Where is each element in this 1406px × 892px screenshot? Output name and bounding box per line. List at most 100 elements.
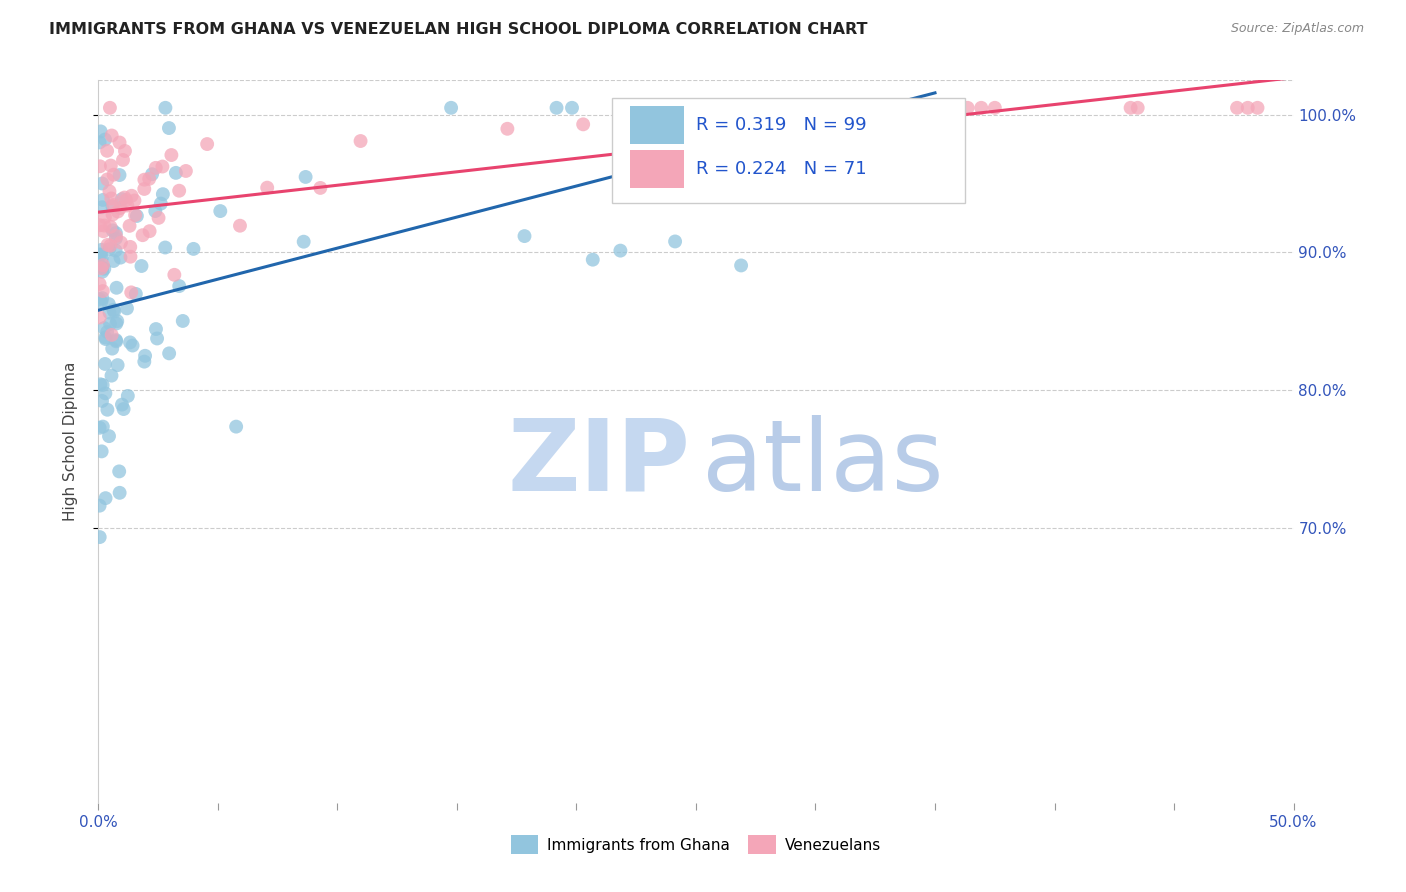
Point [100,159,122,173]
Point [91,419,114,434]
Point [90,294,112,309]
Point [195,136,218,151]
Point [105,281,128,295]
Point [842,112,865,126]
Point [125,209,148,223]
Point [970,101,993,115]
Point [90,252,112,266]
Point [104,231,127,245]
Point [145,322,167,336]
Point [100,128,122,143]
Point [91,177,114,191]
Point [956,101,979,115]
Point [103,168,125,182]
Text: IMMIGRANTS FROM GHANA VS VENEZUELAN HIGH SCHOOL DIPLOMA CORRELATION CHART: IMMIGRANTS FROM GHANA VS VENEZUELAN HIGH… [49,22,868,37]
Point [496,121,519,136]
Point [145,161,167,175]
Point [91,193,114,207]
Point [100,327,122,342]
Point [108,136,131,150]
Point [146,331,169,345]
Point [718,101,741,115]
Point [103,302,125,317]
Point [984,101,1007,115]
Point [115,301,138,316]
Point [134,349,156,363]
Point [165,166,187,180]
Point [91,258,114,272]
Point [91,393,114,408]
Point [89,247,111,261]
Point [167,279,190,293]
Text: Source: ZipAtlas.com: Source: ZipAtlas.com [1230,22,1364,36]
Point [157,346,180,360]
Point [105,314,128,328]
Point [91,291,114,305]
Point [582,252,605,267]
Point [105,317,128,331]
Point [121,338,143,352]
Point [94,210,117,224]
Point [155,101,177,115]
Point [98,101,121,115]
Point [148,211,170,225]
Point [561,101,583,115]
Point [90,261,112,276]
Point [98,242,121,256]
Point [89,159,111,173]
Point [97,297,120,311]
Point [513,229,536,244]
Point [121,188,143,202]
Point [108,464,131,478]
Point [124,194,146,208]
Point [94,357,117,371]
Point [93,321,115,335]
Point [91,260,114,275]
Point [117,389,139,403]
Point [89,136,111,150]
Point [89,293,111,307]
Point [609,244,631,258]
Point [1226,101,1249,115]
Point [118,335,141,350]
Point [98,238,121,252]
Point [98,184,121,198]
Point [172,314,194,328]
Point [89,219,111,233]
Point [94,332,117,346]
Point [89,277,111,291]
Point [209,204,232,219]
Point [759,101,782,115]
Point [114,144,136,158]
Point [546,101,568,115]
Point [91,265,114,279]
Point [114,190,136,204]
Point [110,251,132,265]
Point [90,444,112,458]
Point [91,284,114,298]
Text: R = 0.224   N = 71: R = 0.224 N = 71 [696,160,866,178]
Point [98,305,121,319]
Point [152,160,174,174]
Point [120,240,142,254]
Y-axis label: High School Diploma: High School Diploma [63,362,77,521]
Point [101,342,124,356]
Point [103,198,125,212]
Point [93,261,115,276]
Point [91,200,114,214]
Point [752,101,775,115]
Point [143,204,166,219]
Point [96,144,118,158]
FancyBboxPatch shape [613,98,965,203]
Point [107,358,129,372]
Point [120,250,142,264]
Point [118,219,141,233]
Point [98,429,121,443]
Point [93,224,115,238]
Point [174,164,197,178]
Point [90,124,112,138]
Point [125,287,148,301]
Point [103,254,125,268]
Point [101,208,124,222]
Point [793,101,815,115]
